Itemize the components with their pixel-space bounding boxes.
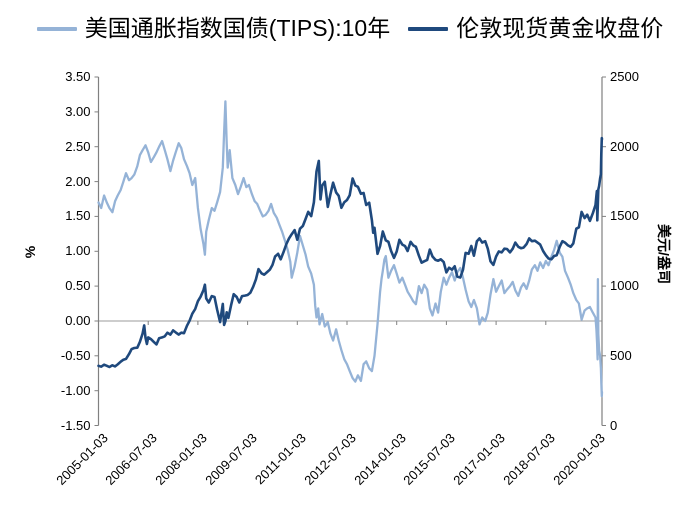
legend-item-tips: 美国通胀指数国债(TIPS):10年	[36, 15, 391, 41]
legend-label-gold: 伦敦现货黄金收盘价	[456, 15, 664, 41]
tips-series-line	[97, 100, 604, 398]
tips-line-swatch	[36, 26, 77, 31]
legend-item-gold: 伦敦现货黄金收盘价	[408, 15, 664, 41]
gold-series-line	[97, 136, 604, 369]
gold-line-swatch	[408, 26, 449, 31]
legend-label-tips: 美国通胀指数国债(TIPS):10年	[84, 15, 391, 41]
legend: 美国通胀指数国债(TIPS):10年 伦敦现货黄金收盘价	[0, 15, 700, 41]
